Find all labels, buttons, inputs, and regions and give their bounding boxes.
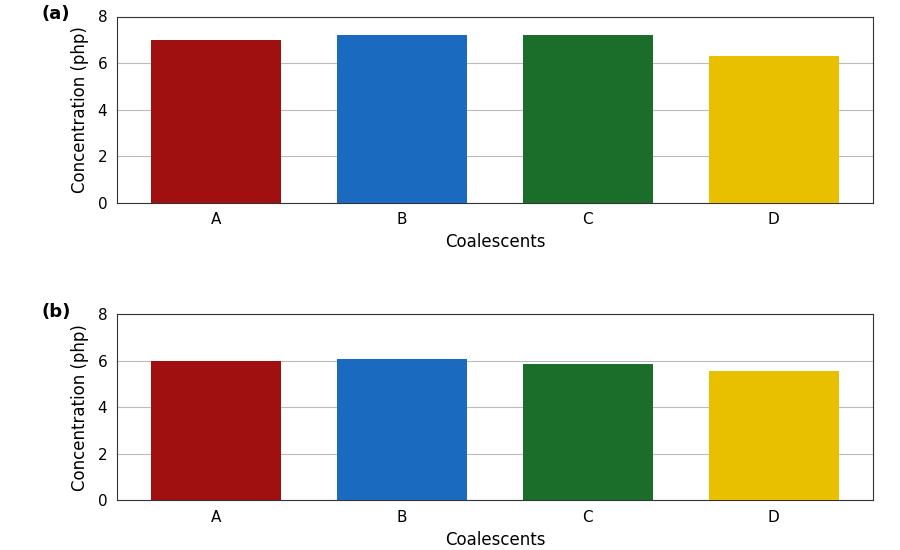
Bar: [708, 56, 839, 202]
Bar: [151, 40, 282, 202]
Bar: [523, 364, 652, 500]
X-axis label: Coalescents: Coalescents: [445, 233, 545, 251]
Y-axis label: Concentration (php): Concentration (php): [71, 324, 89, 491]
Text: (b): (b): [41, 303, 71, 321]
Y-axis label: Concentration (php): Concentration (php): [71, 26, 89, 193]
Bar: [338, 35, 467, 202]
Bar: [151, 361, 282, 500]
Bar: [523, 35, 652, 202]
Bar: [338, 359, 467, 500]
Bar: [708, 371, 839, 500]
Text: (a): (a): [41, 6, 70, 23]
X-axis label: Coalescents: Coalescents: [445, 531, 545, 549]
